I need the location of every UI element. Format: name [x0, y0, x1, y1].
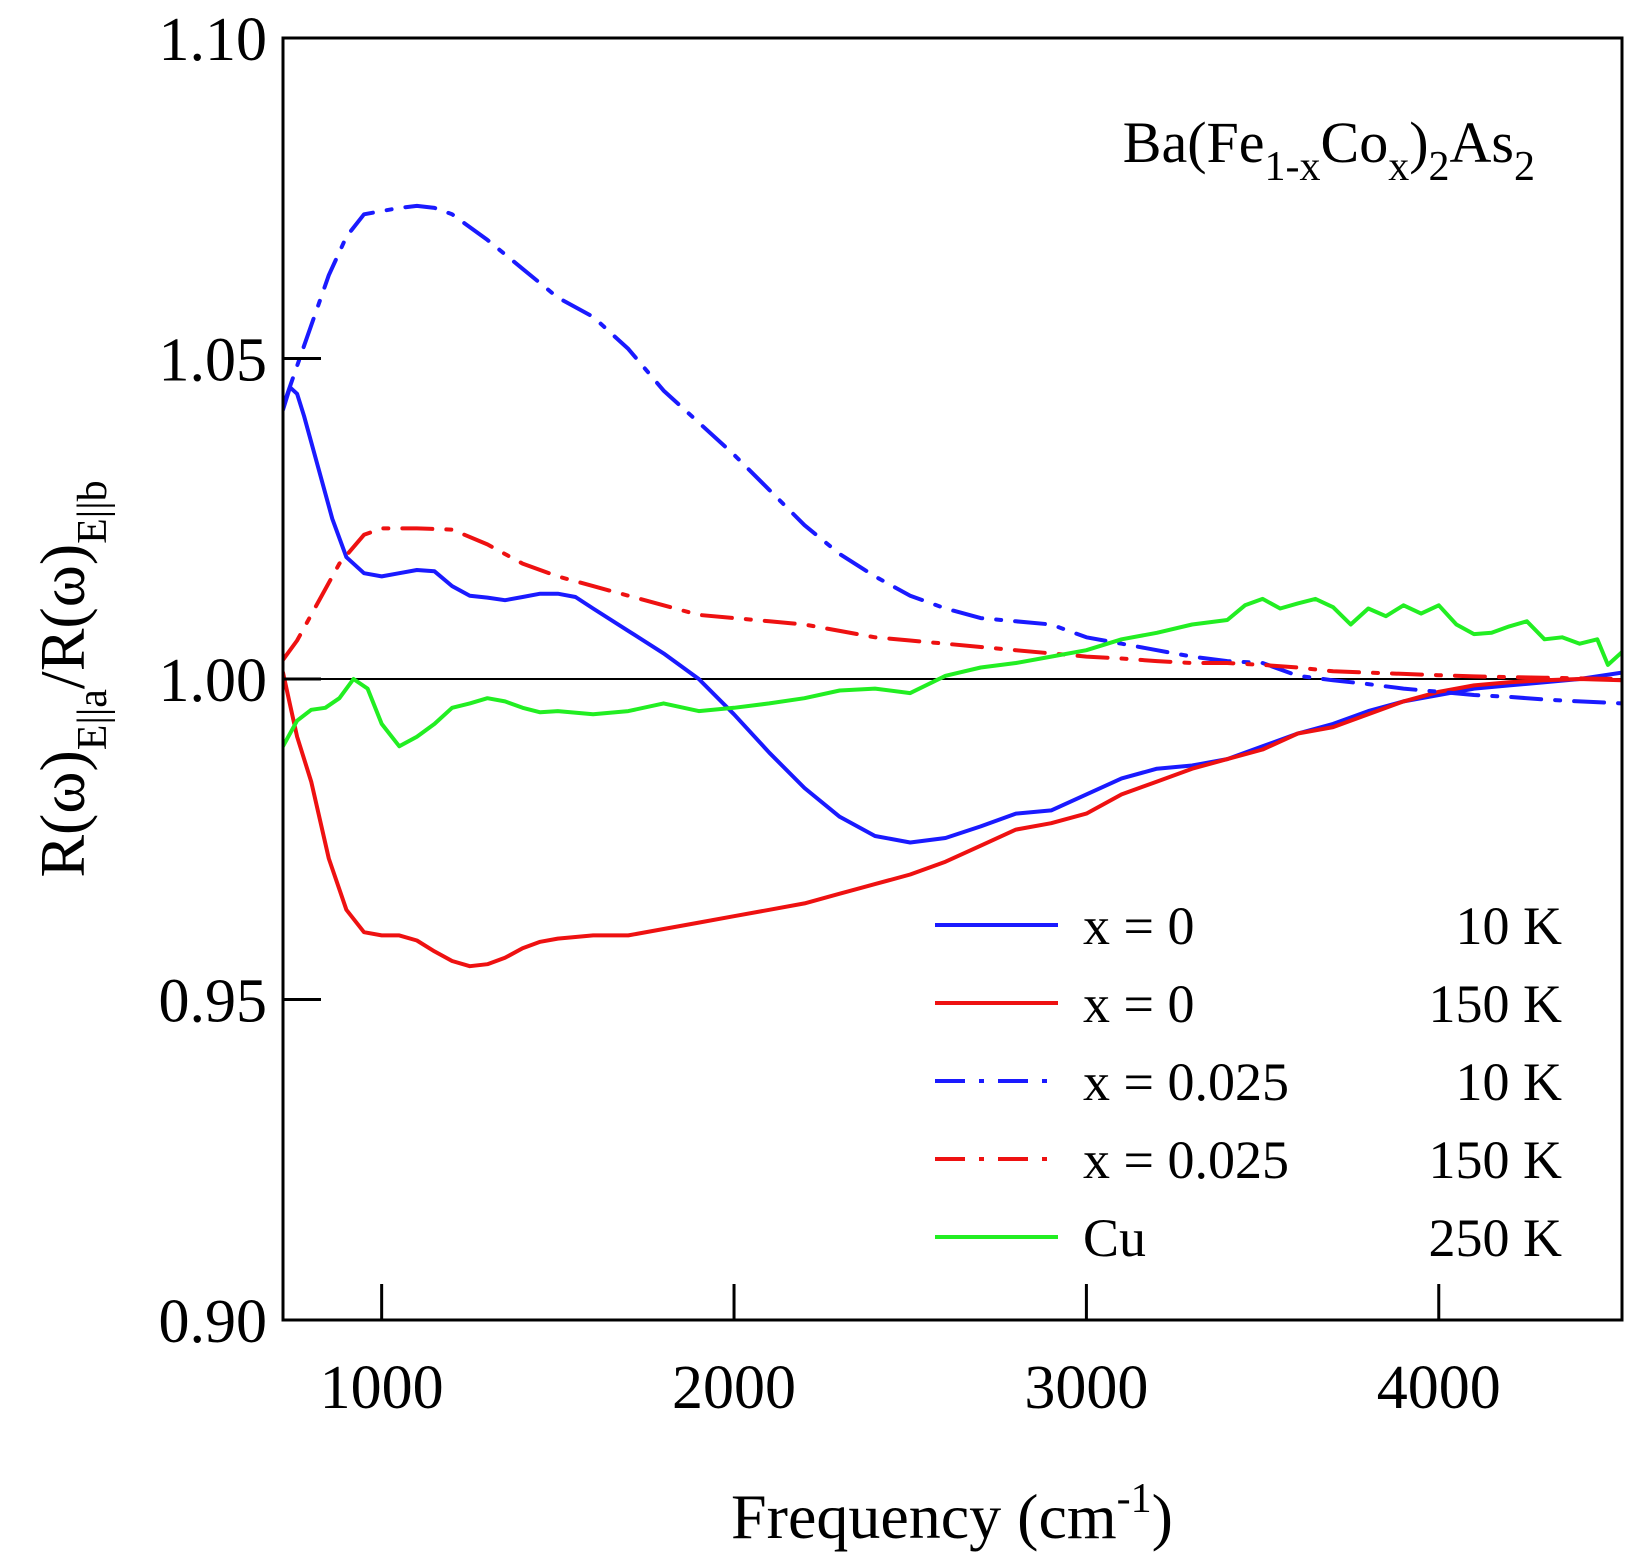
series-line-4: [283, 526, 1622, 681]
x-tick-label: 2000: [672, 1354, 796, 1422]
legend-label: x = 0.025: [1083, 1052, 1289, 1112]
plot-area: [283, 203, 1622, 969]
legend-label: x = 0: [1083, 896, 1194, 956]
axes: 0.90 0.95 1.00 1.05 1.10 1000 2000 3000 4000: [159, 6, 1624, 1422]
legend-temperature: 10 K: [1456, 1052, 1563, 1112]
x-tick-label: 3000: [1024, 1354, 1148, 1422]
legend-temperature: 10 K: [1456, 896, 1563, 956]
legend-label: Cu: [1083, 1208, 1146, 1268]
compound-annotation: Ba(Fe1-xCox)2As2: [1123, 110, 1535, 190]
y-tick-label: 0.95: [159, 968, 268, 1036]
legend-temperature: 150 K: [1429, 974, 1563, 1034]
series-line-3: [283, 203, 1622, 706]
legend-temperature: 150 K: [1429, 1130, 1563, 1190]
series-line-2: [283, 670, 1622, 969]
series-line-5: [283, 596, 1622, 749]
x-axis-title: Frequency (cm-1): [731, 1476, 1173, 1552]
x-tick-label: 1000: [320, 1354, 444, 1422]
y-tick-label: 1.10: [159, 6, 268, 74]
legend-label: x = 0.025: [1083, 1130, 1289, 1190]
y-tick-label: 0.90: [159, 1288, 268, 1356]
legend-label: x = 0: [1083, 974, 1194, 1034]
x-tick-label: 4000: [1377, 1354, 1501, 1422]
legend: x = 0 10 K x = 0 150 K x = 0.025 10 K x = 0.02…: [935, 896, 1562, 1268]
series-line-1: [283, 385, 1622, 845]
y-tick-label: 1.00: [159, 647, 268, 715]
y-axis-title: R(ω)E||a/R(ω)E||b: [27, 480, 116, 877]
legend-temperature: 250 K: [1429, 1208, 1563, 1268]
y-tick-label: 1.05: [159, 327, 268, 395]
